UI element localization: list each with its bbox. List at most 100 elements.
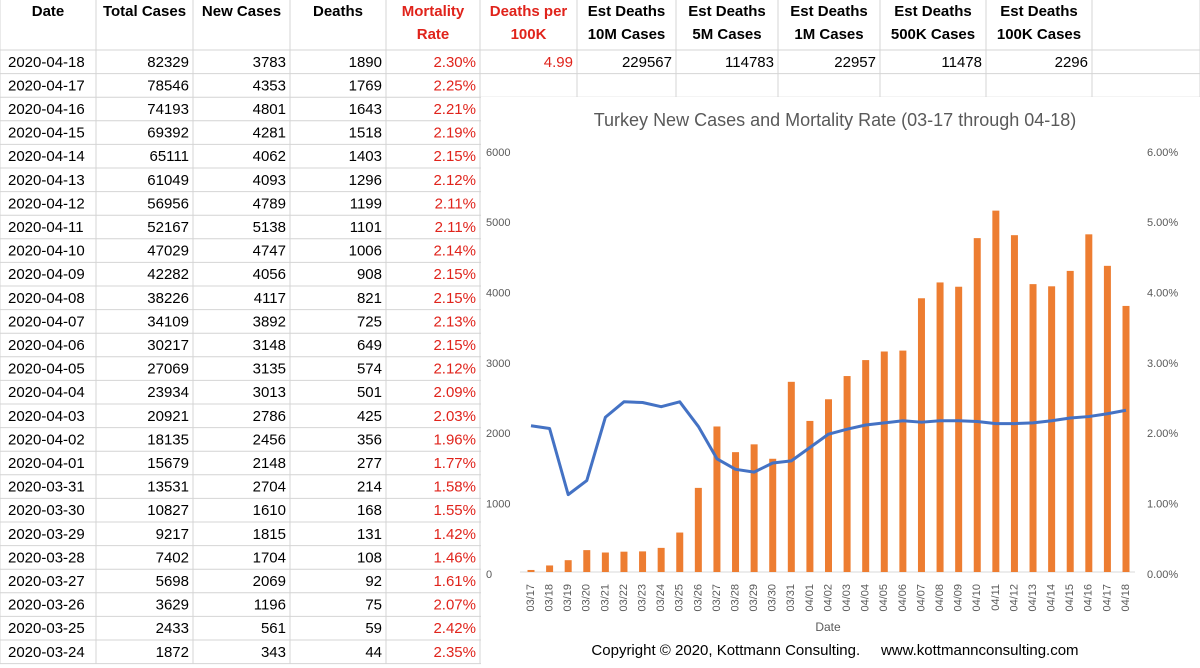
cell: 2.11% [435, 195, 476, 212]
cell: 1769 [349, 77, 382, 94]
bar [899, 350, 907, 572]
bar [1085, 234, 1093, 573]
cell: 2.12% [433, 361, 476, 378]
bar [732, 452, 740, 572]
cell: 1296 [349, 172, 382, 189]
column-header: Rate [417, 26, 450, 43]
x-tick-label: 04/01 [804, 584, 816, 612]
cell: 2.11% [435, 219, 476, 236]
bar [769, 458, 777, 572]
column-header: Est Deaths [790, 3, 868, 20]
bar [546, 565, 554, 572]
cell: 2.15% [433, 290, 476, 307]
bar [843, 376, 851, 572]
cell: 2020-04-10 [8, 243, 85, 260]
cell: 2020-04-03 [8, 408, 85, 425]
cell: 343 [261, 644, 286, 661]
x-tick-label: 03/17 [525, 584, 537, 612]
cell: 22957 [834, 54, 876, 71]
x-tick-label: 03/20 [581, 584, 593, 612]
cell: 2020-03-25 [8, 620, 85, 637]
cell: 10827 [147, 502, 189, 519]
x-axis-label: Date [815, 620, 841, 634]
bar [639, 551, 647, 572]
chart-title: Turkey New Cases and Mortality Rate (03-… [594, 110, 1077, 130]
x-tick-label: 03/22 [618, 584, 630, 612]
cell: 5698 [156, 573, 189, 590]
cell: 2020-04-04 [8, 384, 85, 401]
x-tick-label: 03/19 [562, 584, 574, 612]
column-header: Date [32, 3, 65, 20]
x-tick-label: 04/16 [1083, 584, 1095, 612]
cell: 2433 [156, 620, 189, 637]
cell: 2.15% [433, 148, 476, 165]
cell: 1196 [254, 597, 286, 614]
column-header: Total Cases [103, 3, 186, 20]
cell: 61049 [147, 172, 189, 189]
cell: 4056 [253, 266, 286, 283]
cell: 2020-04-06 [8, 337, 85, 354]
x-tick-label: 04/14 [1046, 584, 1058, 612]
cell: 908 [357, 266, 382, 283]
x-tick-label: 04/12 [1008, 584, 1020, 612]
cell: 2456 [253, 431, 286, 448]
x-tick-label: 03/29 [748, 584, 760, 612]
cell: 2.21% [433, 101, 476, 118]
line [530, 400, 1127, 497]
cell: 34109 [147, 313, 189, 330]
bar [527, 569, 535, 572]
bar [1048, 286, 1056, 572]
x-tick-label: 04/15 [1064, 584, 1076, 612]
cell: 2020-04-18 [8, 54, 85, 71]
cell: 3135 [253, 361, 286, 378]
cell: 277 [357, 455, 382, 472]
x-tick-label: 03/28 [729, 584, 741, 612]
cell: 4353 [253, 77, 286, 94]
cell: 74193 [147, 101, 189, 118]
x-tick-label: 04/10 [971, 584, 983, 612]
cell: 574 [357, 361, 382, 378]
column-header: Est Deaths [894, 3, 972, 20]
cell: 2020-03-26 [8, 597, 85, 614]
y2-tick-label: 2.00% [1147, 428, 1178, 440]
column-header: Mortality [402, 3, 465, 20]
cell: 2.14% [433, 243, 476, 260]
cell: 3148 [253, 337, 286, 354]
x-tick-label: 03/24 [655, 584, 667, 612]
cell: 2.13% [433, 313, 476, 330]
bar [880, 351, 888, 572]
x-tick-label: 03/18 [544, 584, 556, 612]
bar [1029, 284, 1037, 572]
column-header: 100K [511, 26, 547, 43]
cell: 168 [357, 502, 382, 519]
column-header: Est Deaths [688, 3, 766, 20]
cell: 75 [365, 597, 382, 614]
cell: 13531 [147, 479, 189, 496]
cell: 2.15% [433, 337, 476, 354]
column-header: 5M Cases [692, 26, 761, 43]
cell: 2704 [253, 479, 286, 496]
y-tick-label: 0 [486, 569, 492, 581]
cell: 108 [357, 549, 382, 566]
cell: 725 [357, 313, 382, 330]
y2-tick-label: 4.00% [1147, 288, 1178, 300]
cell: 9217 [156, 526, 189, 543]
cell: 78546 [147, 77, 189, 94]
cell: 821 [357, 290, 382, 307]
bar [787, 381, 795, 572]
cell: 30217 [147, 337, 189, 354]
x-tick-label: 04/13 [1027, 584, 1039, 612]
x-tick-label: 04/03 [841, 584, 853, 612]
y-tick-label: 3000 [486, 358, 510, 370]
x-tick-label: 04/17 [1101, 584, 1113, 612]
cell: 1.42% [433, 526, 476, 543]
bar [713, 426, 721, 572]
cell: 2020-04-16 [8, 101, 85, 118]
bar [564, 560, 572, 572]
cell: 65111 [150, 148, 190, 165]
column-header: 100K Cases [997, 26, 1081, 43]
bar [620, 551, 628, 572]
cell: 2069 [253, 573, 286, 590]
cell: 2.07% [433, 597, 476, 614]
cell: 2.25% [433, 77, 476, 94]
